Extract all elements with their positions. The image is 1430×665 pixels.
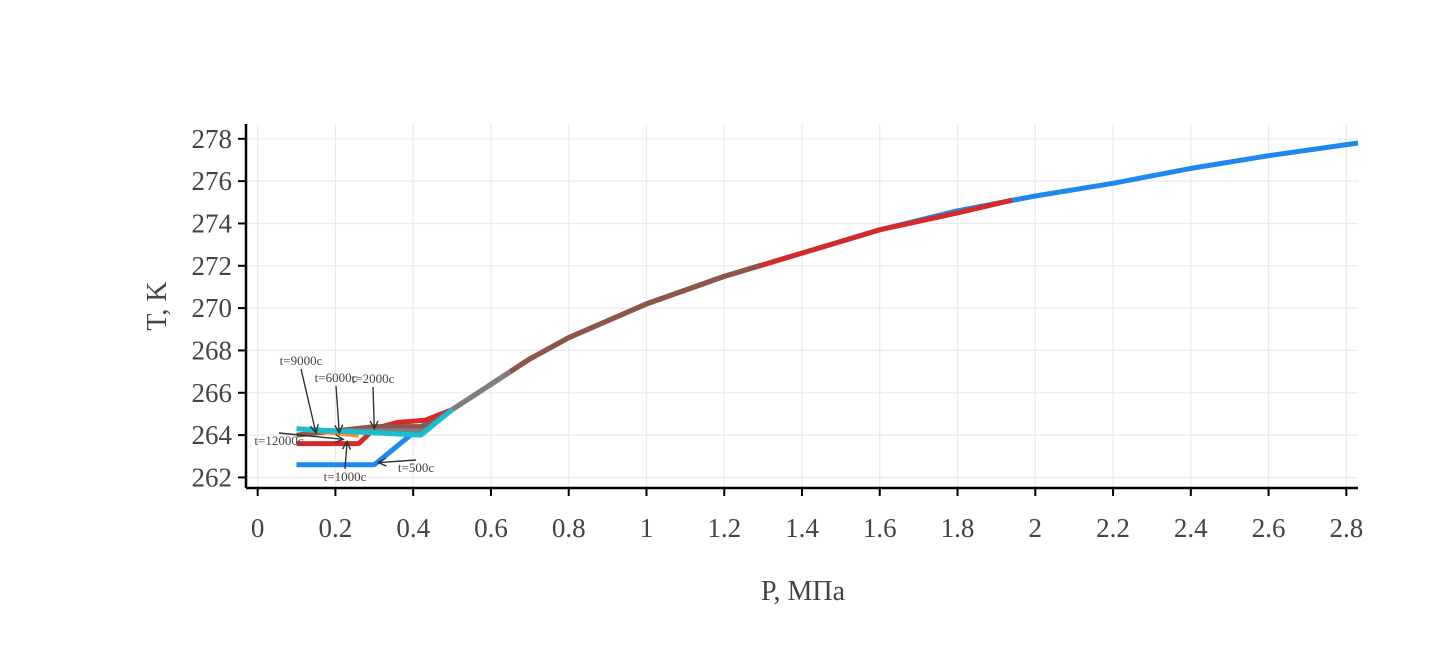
y-tick-label: 264 [192,420,233,450]
x-tick-label: 0 [251,513,265,543]
y-tick-label: 274 [192,208,233,238]
annotation-arrow [344,441,348,470]
annotation: t=1000с [324,439,367,484]
annotation: t=12000с [254,432,345,448]
x-tick-label: 2 [1029,513,1043,543]
annotation-arrowhead [376,457,387,467]
annotation-arrowhead [334,433,345,444]
y-axis-title: T, K [142,281,173,330]
annotation: t=2000с [352,371,395,431]
annotation-arrowhead [309,424,319,435]
x-axis-title: P, МПа [761,576,846,607]
y-tick-label: 272 [192,251,233,281]
x-tick-label: 1.4 [785,513,819,543]
x-tick-label: 0.2 [319,513,353,543]
annotation-label: t=500с [398,460,434,475]
annotation: t=500с [376,457,434,475]
annotation: t=6000с [315,370,358,435]
annotation-arrowhead [334,424,344,435]
annotation-arrow [335,385,341,434]
annotation-label: t=1000с [324,469,367,484]
x-ticks: 0 0.2 0.4 0.6 0.8 1 1.2 1.4 1.6 1.8 2 2.2 2.4 2.6 2.8 [251,488,1363,543]
y-tick-label: 270 [192,293,233,323]
annotation-arrowhead [369,420,379,431]
x-tick-label: 2.2 [1096,513,1130,543]
y-tick-label: 262 [192,462,233,492]
x-tick-label: 0.4 [396,513,430,543]
y-tick-label: 268 [192,335,233,365]
series-line-1 [296,140,1359,468]
series-line-2 [296,197,1013,447]
annotation-arrow [300,368,317,434]
annotation-label: t=2000с [352,371,395,386]
y-tick-label: 278 [192,124,233,154]
annotation-arrow [378,459,417,464]
annotation-arrow [372,386,376,429]
x-tick-label: 1 [640,513,654,543]
annotation-arrow [278,432,344,441]
x-tick-label: 2.8 [1329,513,1363,543]
y-tick-label: 276 [192,166,233,196]
x-tick-label: 1.2 [707,513,741,543]
annotation-arrowhead [341,439,352,450]
annotation: t=9000с [280,353,323,435]
y-tick-label: 266 [192,378,233,408]
x-tick-label: 1.8 [941,513,975,543]
x-tick-label: 2.4 [1174,513,1208,543]
annotation-label: t=12000с [254,433,303,448]
x-tick-label: 0.6 [474,513,508,543]
x-tick-label: 0.8 [552,513,586,543]
y-ticks: 262 264 266 268 270 272 274 276 278 [192,124,246,492]
annotation-label: t=9000с [280,353,323,368]
series-lines [296,140,1359,468]
x-tick-label: 1.6 [863,513,897,543]
x-tick-label: 2.6 [1252,513,1286,543]
annotation-label: t=6000с [315,370,358,385]
